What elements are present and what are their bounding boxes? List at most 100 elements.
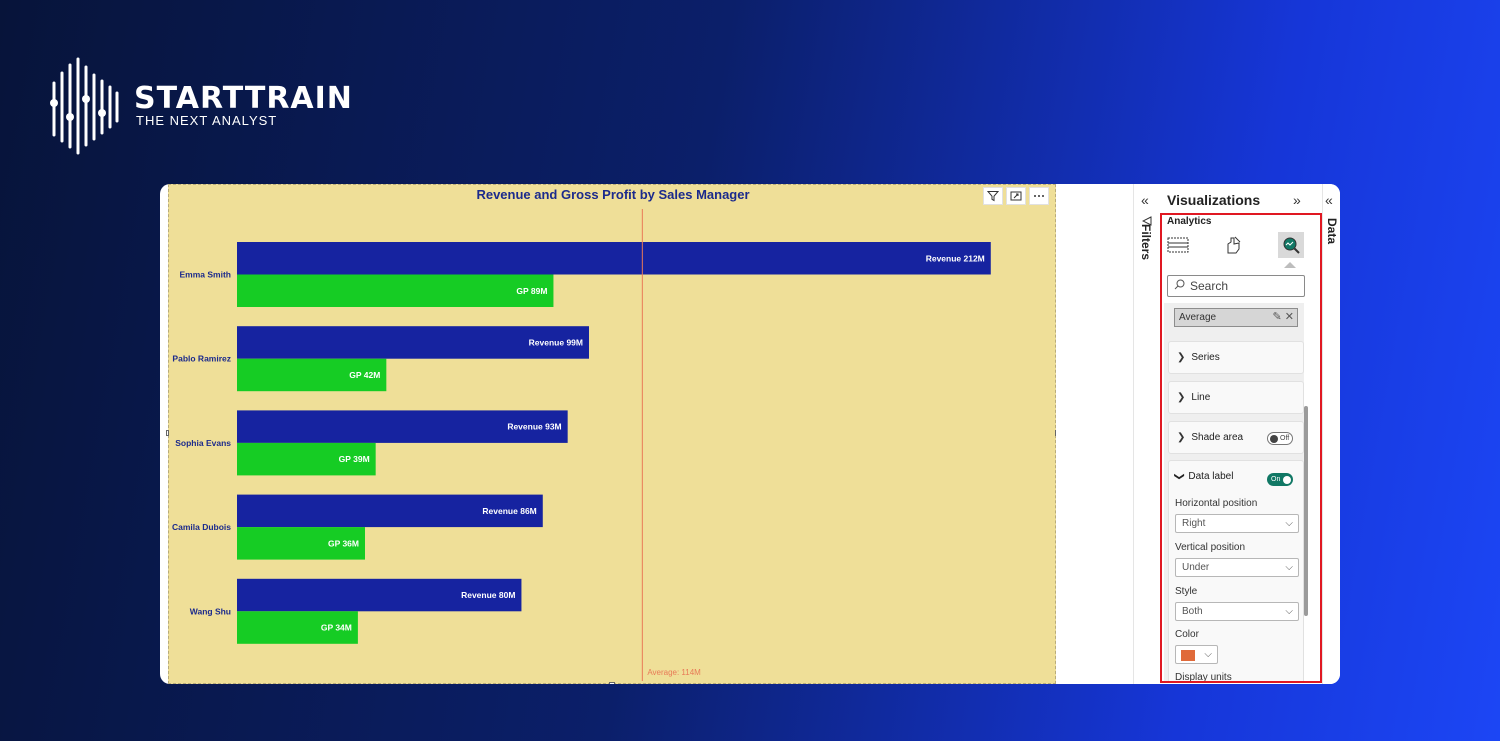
bar-gp [237,527,365,560]
visualizations-title: Visualizations [1167,192,1261,208]
shade-area-card[interactable]: ❯ Shade area Off [1168,421,1304,454]
analytics-settings: Average ✎ ✕ ❯ Series ❯ Line ❯ Shade area… [1164,303,1304,683]
data-label: GP 39M [339,454,370,464]
filter-icon[interactable] [983,187,1003,205]
horizontal-position-label: Horizontal position [1175,498,1258,509]
filters-label: Filters [1139,224,1153,261]
chevron-down-icon: ⌵ [1285,562,1293,573]
data-label: Revenue 86M [482,506,536,516]
data-label-header[interactable]: ❯ Data label [1174,471,1234,482]
pane-scrollbar[interactable] [1304,406,1308,616]
filter-icon [1142,216,1152,226]
data-label-toggle-text: On [1271,476,1281,483]
highlight-frame [1160,213,1322,683]
brand-tagline: THE NEXT ANALYST [136,113,278,128]
data-label: GP 42M [349,370,380,380]
bar-revenue [237,494,543,528]
build-visual-icon[interactable] [1165,232,1191,258]
average-chip-label: Average [1179,312,1217,323]
style-value: Both [1182,606,1203,617]
bar-chart-plot: Emma Smith Revenue 212M GP 89M Pablo Ramire… [172,209,991,681]
bar-revenue [237,578,522,612]
search-placeholder: Search [1190,279,1229,293]
shade-area-toggle-text: Off [1280,435,1290,442]
chevron-right-icon: ❯ [1177,432,1186,443]
bar-gp [237,442,376,476]
brand-name: STARTTRAIN [134,81,353,116]
category-label: Wang Shu [190,606,231,616]
bar-revenue [237,242,991,275]
style-select[interactable]: Both ⌵ [1175,602,1299,621]
chart-title: Revenue and Gross Profit by Sales Manage… [476,187,750,202]
data-label: GP 89M [516,286,547,296]
resize-handle[interactable] [609,682,615,684]
report-window: Revenue and Gross Profit by Sales Manage… [160,184,1340,684]
color-label: Color [1175,629,1199,640]
data-pane-label: Data [1325,218,1339,245]
data-label-card: ❯ Data label On Horizontal position Right… [1168,460,1304,683]
analytics-tab-label: Analytics [1167,216,1212,227]
chevron-right-icon: ❯ [1177,352,1186,363]
expand-right-icon[interactable]: » [1293,192,1301,208]
data-pane-collapsed[interactable]: « Data [1322,184,1340,684]
data-label: Revenue 99M [529,337,583,347]
category-label: Pablo Ramirez [172,354,231,364]
line-card[interactable]: ❯ Line [1168,381,1304,414]
data-label: GP 34M [321,623,352,633]
category-label: Emma Smith [180,270,232,280]
data-label-title: Data label [1188,471,1234,482]
style-label: Style [1175,586,1198,597]
bar-revenue [237,326,589,359]
data-label: Revenue 93M [507,422,561,432]
edit-icon[interactable]: ✎ [1272,311,1282,323]
visualizations-pane: Visualizations » Analytics Search Averag… [1160,184,1322,684]
data-label-toggle[interactable]: On [1267,473,1293,486]
bar-revenue [237,410,568,443]
vertical-position-select[interactable]: Under ⌵ [1175,558,1299,577]
starttrain-logo-mark [50,57,119,155]
tab-indicator [1284,262,1296,268]
chevron-right-icon: ❯ [1177,392,1186,403]
color-picker[interactable]: ⌵ [1175,645,1218,664]
resize-handle[interactable] [166,430,169,436]
brand-logo: STARTTRAIN THE NEXT ANALYST [50,55,410,155]
series-card[interactable]: ❯ Series [1168,341,1304,374]
average-line-chip[interactable]: Average ✎ ✕ [1174,308,1298,327]
display-units-label: Display units [1175,672,1232,683]
collapse-left-icon[interactable]: « [1325,192,1333,208]
search-icon [1174,279,1185,293]
more-options-icon[interactable] [1029,187,1049,205]
chevron-down-icon: ⌵ [1285,518,1293,529]
horizontal-position-select[interactable]: Right ⌵ [1175,514,1299,533]
search-input[interactable]: Search [1167,275,1305,297]
visual-header-toolbar [983,187,1049,205]
analytics-icon[interactable] [1278,232,1304,258]
vertical-position-value: Under [1182,562,1210,573]
chip-actions: ✎ ✕ [1273,310,1295,323]
average-line-label: Average: 114M [647,668,701,677]
vertical-position-label: Vertical position [1175,542,1246,553]
shade-area-card-label: Shade area [1191,432,1244,443]
chevron-down-icon: ⌵ [1204,649,1212,660]
canvas-margin [1056,184,1133,684]
color-swatch [1181,650,1195,661]
data-label: GP 36M [328,538,359,548]
category-label: Camila Dubois [172,522,231,532]
viz-pane-tabs [1165,232,1315,262]
category-label: Sophia Evans [175,438,231,448]
series-card-label: Series [1191,352,1220,363]
collapse-left-icon[interactable]: « [1141,192,1149,208]
bar-gp [237,274,554,307]
chevron-down-icon: ⌵ [1285,606,1293,617]
bar-gp [237,358,387,392]
chart-visual[interactable]: Revenue and Gross Profit by Sales Manage… [166,184,1058,684]
shade-area-toggle[interactable]: Off [1267,432,1293,445]
format-visual-icon[interactable] [1221,232,1247,258]
focus-mode-icon[interactable] [1006,187,1026,205]
data-label: Revenue 80M [461,590,515,600]
line-card-label: Line [1191,392,1211,403]
bar-gp [237,611,358,644]
filters-pane-collapsed[interactable]: « Filters [1133,184,1160,684]
close-icon[interactable]: ✕ [1284,311,1294,323]
data-label: Revenue 212M [926,253,985,263]
